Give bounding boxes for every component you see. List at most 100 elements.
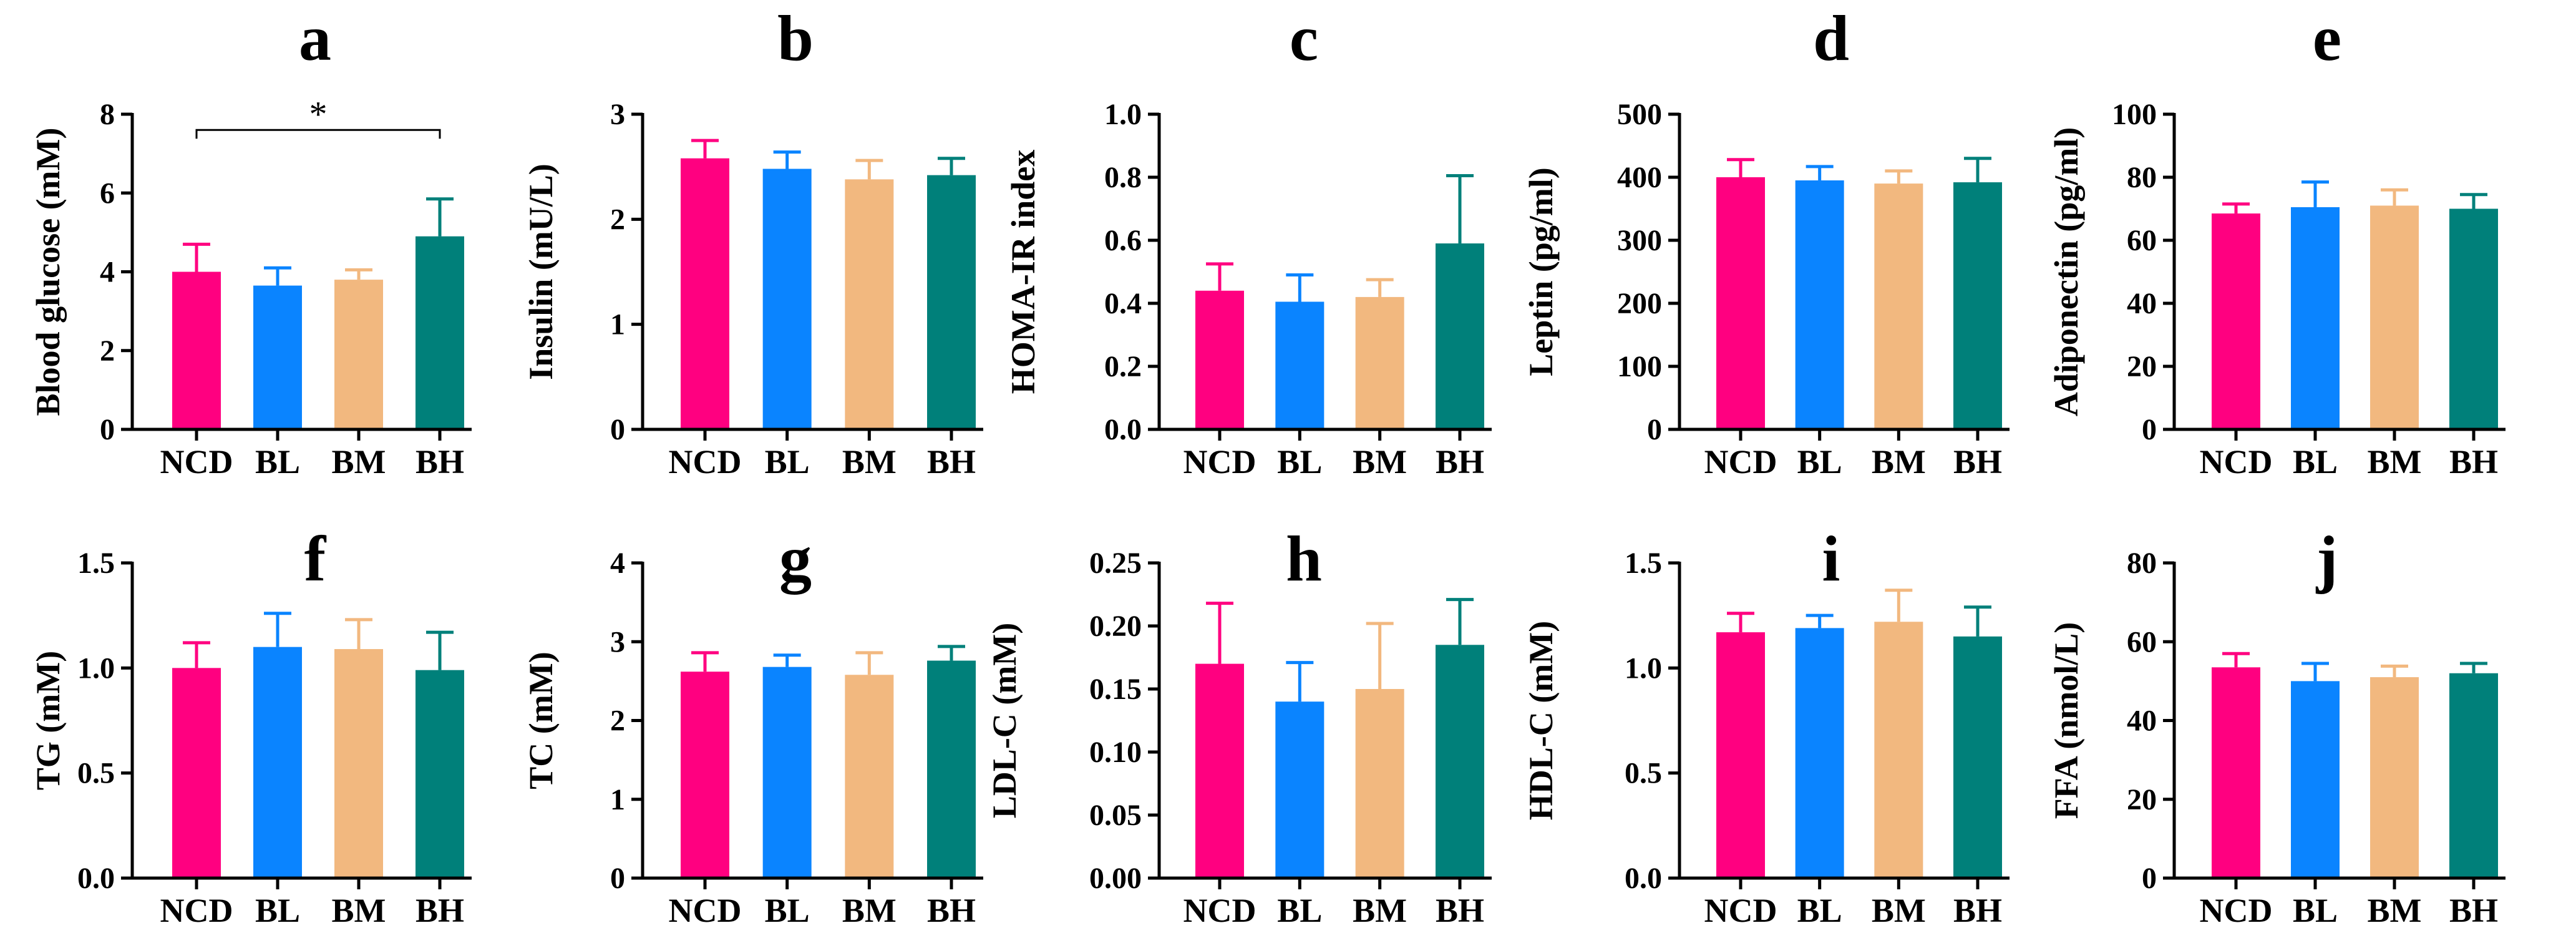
bar-e-ncd bbox=[2212, 213, 2260, 429]
y-tick-label-c: 1.0 bbox=[1104, 98, 1142, 131]
x-tick-label-j-bh: BH bbox=[2449, 892, 2498, 929]
x-tick-label-b-bm: BM bbox=[842, 443, 897, 481]
y-tick-label-e: 80 bbox=[2127, 161, 2157, 194]
bar-i-bh bbox=[1953, 636, 2002, 878]
y-tick-label-b: 1 bbox=[610, 308, 625, 341]
panel-letter-a: a bbox=[299, 2, 331, 74]
bar-b-bl bbox=[762, 169, 812, 429]
y-axis-label-g: TC (mM) bbox=[522, 652, 560, 789]
x-tick-label-g-bm: BM bbox=[842, 892, 897, 929]
x-tick-label-c-ncd: NCD bbox=[1184, 443, 1256, 481]
bar-j-ncd bbox=[2212, 667, 2260, 878]
y-tick-label-j: 60 bbox=[2127, 625, 2157, 658]
y-tick-label-f: 1.0 bbox=[77, 652, 115, 685]
bar-h-ncd bbox=[1195, 663, 1244, 878]
y-tick-label-h: 0.25 bbox=[1089, 547, 1142, 580]
y-tick-label-g: 0 bbox=[610, 862, 625, 895]
x-tick-label-d-ncd: NCD bbox=[1704, 443, 1777, 481]
y-tick-label-f: 0.5 bbox=[77, 757, 115, 790]
panel-letter-e: e bbox=[2313, 2, 2341, 74]
y-axis-label-f: TG (mM) bbox=[29, 651, 67, 790]
bar-d-bl bbox=[1795, 180, 1844, 429]
y-tick-label-e: 40 bbox=[2127, 287, 2157, 320]
y-tick-label-e: 20 bbox=[2127, 350, 2157, 383]
y-tick-label-c: 0.4 bbox=[1104, 287, 1142, 320]
y-tick-label-h: 0.05 bbox=[1089, 799, 1142, 832]
y-tick-label-j: 20 bbox=[2127, 783, 2157, 816]
x-tick-label-f-ncd: NCD bbox=[160, 892, 233, 929]
y-tick-label-e: 0 bbox=[2142, 413, 2157, 446]
x-tick-label-d-bm: BM bbox=[1872, 443, 1926, 481]
y-tick-label-i: 1.5 bbox=[1625, 547, 1662, 580]
bar-a-bm bbox=[334, 280, 383, 429]
bar-f-bh bbox=[416, 670, 464, 878]
x-tick-label-c-bm: BM bbox=[1353, 443, 1407, 481]
bar-e-bl bbox=[2291, 207, 2340, 429]
y-tick-label-f: 1.5 bbox=[77, 547, 115, 580]
y-axis-label-h: LDL-C (mM) bbox=[986, 623, 1023, 818]
x-tick-label-e-bh: BH bbox=[2449, 443, 2498, 481]
y-axis-label-i: HDL-C (mM) bbox=[1522, 621, 1560, 820]
bar-a-ncd bbox=[172, 271, 221, 429]
x-tick-label-g-bh: BH bbox=[927, 892, 976, 929]
y-tick-label-i: 1.0 bbox=[1625, 652, 1662, 685]
y-tick-label-c: 0.0 bbox=[1104, 413, 1142, 446]
x-tick-label-i-ncd: NCD bbox=[1704, 892, 1777, 929]
y-tick-label-e: 60 bbox=[2127, 224, 2157, 257]
y-tick-label-i: 0.0 bbox=[1625, 862, 1662, 895]
y-tick-label-h: 0.20 bbox=[1089, 610, 1142, 643]
x-tick-label-g-bl: BL bbox=[765, 892, 810, 929]
y-tick-label-h: 0.00 bbox=[1089, 862, 1142, 895]
significance-label-a: * bbox=[309, 94, 328, 134]
y-tick-label-j: 0 bbox=[2142, 862, 2157, 895]
panel-letter-g: g bbox=[779, 523, 812, 595]
bar-i-bm bbox=[1874, 622, 1923, 878]
bar-g-ncd bbox=[681, 672, 729, 878]
bar-b-bh bbox=[927, 175, 976, 429]
bar-f-ncd bbox=[172, 668, 221, 878]
y-axis-label-a: Blood glucose (mM) bbox=[29, 128, 67, 416]
x-tick-label-d-bh: BH bbox=[1953, 443, 2002, 481]
y-tick-label-f: 0.0 bbox=[77, 862, 115, 895]
y-tick-label-g: 3 bbox=[610, 625, 625, 658]
bar-j-bm bbox=[2370, 677, 2419, 878]
y-tick-label-a: 8 bbox=[100, 98, 115, 131]
bar-h-bh bbox=[1436, 645, 1484, 878]
y-tick-label-h: 0.15 bbox=[1089, 673, 1142, 706]
y-tick-label-c: 0.6 bbox=[1104, 224, 1142, 257]
y-tick-label-h: 0.10 bbox=[1089, 736, 1142, 769]
x-tick-label-g-ncd: NCD bbox=[669, 892, 742, 929]
bar-d-ncd bbox=[1716, 177, 1765, 429]
y-tick-label-c: 0.2 bbox=[1104, 350, 1142, 383]
y-tick-label-d: 300 bbox=[1617, 224, 1662, 257]
x-tick-label-b-ncd: NCD bbox=[669, 443, 742, 481]
x-tick-label-d-bl: BL bbox=[1797, 443, 1842, 481]
y-tick-label-a: 4 bbox=[100, 256, 115, 289]
bar-c-ncd bbox=[1195, 290, 1244, 429]
x-tick-label-b-bl: BL bbox=[765, 443, 810, 481]
bar-j-bl bbox=[2291, 681, 2340, 878]
bar-c-bm bbox=[1355, 296, 1404, 429]
x-tick-label-e-bl: BL bbox=[2293, 443, 2338, 481]
bar-f-bm bbox=[334, 649, 383, 878]
bar-i-ncd bbox=[1716, 632, 1765, 878]
bar-j-bh bbox=[2449, 673, 2498, 878]
x-tick-label-a-bm: BM bbox=[332, 443, 386, 481]
y-tick-label-i: 0.5 bbox=[1625, 757, 1662, 790]
y-axis-label-d: Leptin (pg/ml) bbox=[1522, 167, 1560, 376]
panel-letter-c: c bbox=[1290, 2, 1318, 74]
x-tick-label-h-bh: BH bbox=[1436, 892, 1484, 929]
x-tick-label-i-bl: BL bbox=[1797, 892, 1842, 929]
bar-a-bl bbox=[253, 285, 302, 429]
bar-a-bh bbox=[416, 236, 464, 429]
x-tick-label-j-bl: BL bbox=[2293, 892, 2338, 929]
bar-g-bh bbox=[927, 660, 976, 878]
x-tick-label-i-bh: BH bbox=[1953, 892, 2002, 929]
x-tick-label-e-bm: BM bbox=[2368, 443, 2422, 481]
y-tick-label-a: 6 bbox=[100, 177, 115, 210]
panel-letter-d: d bbox=[1813, 2, 1849, 74]
x-tick-label-h-ncd: NCD bbox=[1184, 892, 1256, 929]
y-tick-label-g: 4 bbox=[610, 547, 625, 580]
y-tick-label-a: 2 bbox=[100, 335, 115, 368]
